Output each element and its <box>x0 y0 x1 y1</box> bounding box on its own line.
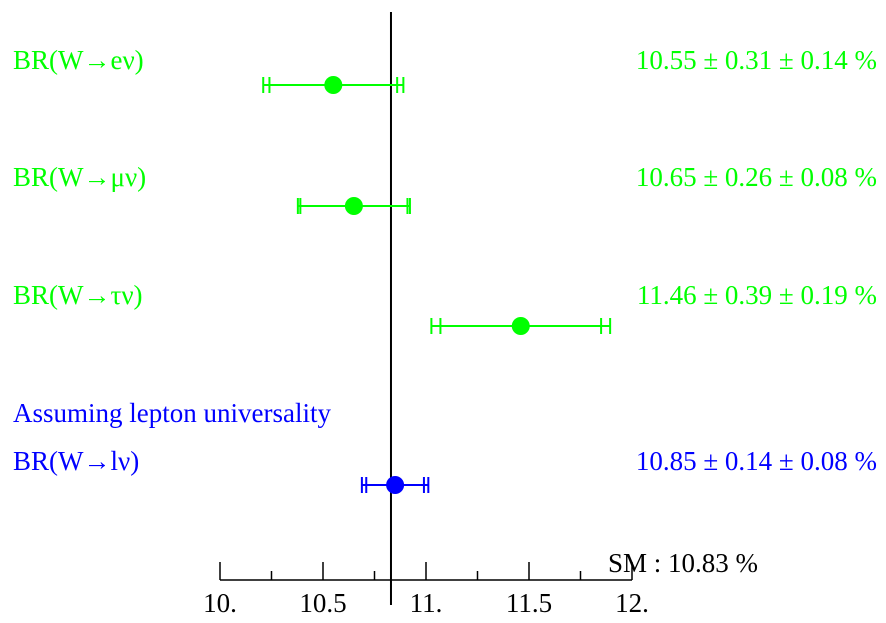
measurement-value-text: 10.55 ± 0.31 ± 0.14 % <box>636 45 877 75</box>
measurement-value-text: 11.46 ± 0.39 ± 0.19 % <box>637 280 877 310</box>
x-axis-tick-label: 12. <box>615 588 649 618</box>
measurement-row: BR(W→μν) 10.65 ± 0.26 ± 0.08 % <box>13 162 877 215</box>
x-axis-tick-label: 10. <box>203 588 237 618</box>
measurement-label: BR(W→eν) <box>13 45 144 75</box>
measurement-point <box>511 317 530 335</box>
measurement-point <box>344 197 363 215</box>
x-axis: 10. 10.5 11. 11.5 12. <box>203 562 649 618</box>
measurement-row: BR(W→lν) 10.85 ± 0.14 ± 0.08 % <box>13 446 877 494</box>
measurement-point <box>386 476 405 494</box>
x-axis-tick-label: 10.5 <box>299 588 346 618</box>
lepton-universality-note: Assuming lepton universality <box>13 398 331 428</box>
x-axis-tick-label: 11. <box>410 588 443 618</box>
measurement-label: BR(W→μν) <box>13 162 146 192</box>
sm-reference: SM : 10.83 % <box>389 12 758 605</box>
measurement-label: BR(W→lν) <box>13 446 139 476</box>
measurement-value-text: 10.85 ± 0.14 ± 0.08 % <box>636 446 877 476</box>
x-axis-ticks: 10. 10.5 11. 11.5 12. <box>203 562 649 618</box>
measurement-value-text: 10.65 ± 0.26 ± 0.08 % <box>636 162 877 192</box>
measurement-row: BR(W→eν) 10.55 ± 0.31 ± 0.14 % <box>13 45 877 94</box>
sm-reference-label: SM : 10.83 % <box>608 548 758 578</box>
x-axis-tick-label: 11.5 <box>506 588 552 618</box>
measurement-label: BR(W→τν) <box>13 280 143 310</box>
points-layer: BR(W→eν) 10.55 ± 0.31 ± 0.14 % BR(W→μν) 10.… <box>13 45 877 494</box>
measurement-point <box>324 76 343 94</box>
measurement-row: BR(W→τν) 11.46 ± 0.39 ± 0.19 % <box>13 280 877 335</box>
